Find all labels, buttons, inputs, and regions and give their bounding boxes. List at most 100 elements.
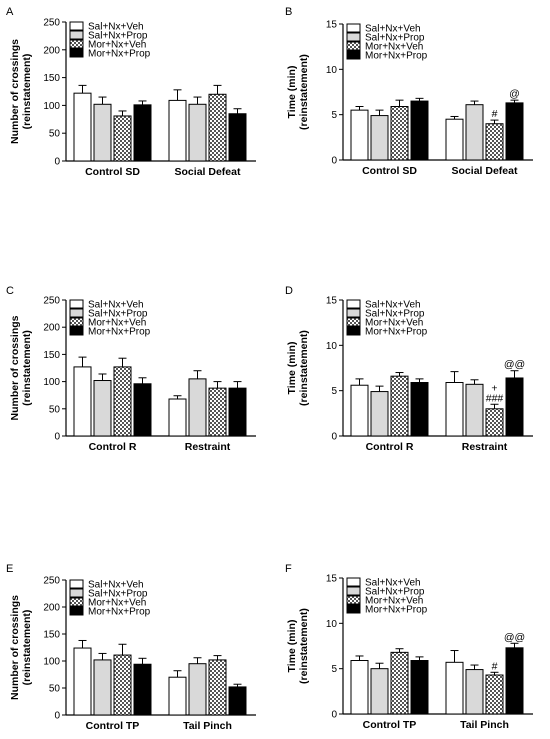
legend-swatch — [69, 299, 84, 309]
y-axis-title-line: (reinstatement) — [21, 610, 33, 686]
y-axis-title-line: Number of crossings — [9, 595, 21, 700]
y-tick-label: 100 — [43, 657, 60, 668]
bar — [410, 382, 429, 437]
y-axis-title: Number of crossings(reinstatement) — [9, 595, 33, 700]
chart-panel-e: E 0 50 100 150 200 250 Number of crossings(rein… — [6, 563, 256, 732]
bar — [73, 647, 92, 716]
legend-swatch — [69, 48, 84, 58]
y-tick-label: 10 — [326, 619, 338, 630]
y-axis-title-line: (reinstatement) — [298, 54, 310, 130]
y-tick-label: 250 — [43, 296, 60, 307]
x-category-label: Control SD — [362, 165, 417, 177]
significance-marker: # — [492, 660, 498, 672]
legend-swatch — [69, 39, 84, 49]
legend-label: Sal+Nx+Veh — [88, 22, 144, 33]
legend-label: Sal+Nx+Prop — [88, 589, 148, 600]
y-tick-label: 0 — [54, 157, 60, 168]
panel-label: A — [6, 6, 14, 18]
y-axis-title-line: Time (min) — [286, 620, 298, 673]
y-tick-label: 200 — [43, 603, 60, 614]
y-axis-title-line: Time (min) — [286, 66, 298, 119]
significance-marker: @@ — [504, 631, 525, 643]
legend-label: Mor+Nx+Veh — [365, 596, 423, 607]
legend-swatch — [346, 577, 361, 587]
legend-label: Sal+Nx+Veh — [365, 300, 421, 311]
y-tick-label: 0 — [331, 710, 337, 721]
y-tick-label: 100 — [43, 377, 60, 388]
y-tick-label: 0 — [331, 156, 337, 167]
legend-label: Mor+Nx+Veh — [88, 598, 146, 609]
legend-label: Sal+Nx+Veh — [365, 578, 421, 589]
legend-swatch — [69, 606, 84, 616]
x-category-label: Control TP — [86, 720, 140, 732]
x-category-label: Control TP — [363, 719, 417, 731]
bar — [445, 118, 464, 161]
y-tick-label: 150 — [43, 350, 60, 361]
y-tick-label: 150 — [43, 73, 60, 84]
legend-label: Mor+Nx+Prop — [365, 327, 428, 338]
bar — [208, 659, 227, 716]
bar — [73, 92, 92, 162]
legend-swatch — [346, 41, 361, 51]
legend-label: Sal+Nx+Prop — [88, 31, 148, 42]
legend-label: Sal+Nx+Veh — [365, 24, 421, 35]
y-axis-title: Time (min)(reinstatement) — [286, 608, 310, 684]
bar — [93, 380, 112, 437]
bar — [445, 661, 464, 715]
significance-marker: ### — [486, 392, 504, 404]
bar — [465, 104, 484, 161]
y-axis-title-line: Number of crossings — [9, 315, 21, 420]
bar — [228, 387, 247, 437]
y-tick-label: 200 — [43, 323, 60, 334]
legend-label: Mor+Nx+Prop — [365, 605, 428, 616]
bar — [465, 669, 484, 715]
y-tick-label: 0 — [54, 432, 60, 443]
legend-label: Mor+Nx+Prop — [365, 51, 428, 62]
legend-swatch — [69, 30, 84, 40]
bar — [485, 408, 504, 437]
legend-swatch — [346, 317, 361, 327]
legend-swatch — [69, 308, 84, 318]
bar — [133, 383, 152, 437]
x-category-label: Control R — [366, 441, 414, 453]
bar — [133, 663, 152, 716]
legend-label: Mor+Nx+Veh — [365, 318, 423, 329]
bar — [188, 663, 207, 716]
bar — [505, 377, 524, 437]
panel-label: F — [285, 563, 292, 575]
legend-swatch — [69, 317, 84, 327]
bar — [410, 100, 429, 161]
y-axis-title: Number of crossings(reinstatement) — [9, 39, 33, 144]
bar — [350, 660, 369, 715]
y-axis-title-line: (reinstatement) — [21, 330, 33, 406]
bar — [93, 103, 112, 162]
bar — [390, 375, 409, 437]
panel-label: C — [6, 285, 14, 297]
bar — [370, 391, 389, 437]
y-tick-label: 100 — [43, 101, 60, 112]
legend-swatch — [69, 597, 84, 607]
bar — [188, 378, 207, 437]
y-tick-label: 0 — [54, 711, 60, 722]
significance-marker: @ — [509, 88, 520, 100]
y-tick-label: 250 — [43, 576, 60, 587]
bar — [228, 113, 247, 162]
y-tick-label: 5 — [331, 386, 337, 397]
y-axis-title: Time (min)(reinstatement) — [286, 330, 310, 406]
legend-swatch — [346, 50, 361, 60]
x-category-label: Tail Pinch — [183, 720, 232, 732]
y-tick-label: 150 — [43, 630, 60, 641]
panel-label: B — [285, 6, 292, 18]
legend-label: Mor+Nx+Prop — [88, 327, 151, 338]
bar — [168, 99, 187, 162]
legend-label: Sal+Nx+Veh — [88, 300, 144, 311]
y-tick-label: 50 — [49, 129, 61, 140]
legend-label: Mor+Nx+Veh — [365, 42, 423, 53]
bar — [208, 93, 227, 162]
significance-marker: + — [491, 382, 497, 394]
bar — [168, 676, 187, 716]
legend-swatch — [346, 595, 361, 605]
x-category-label: Restraint — [185, 441, 231, 453]
bar — [485, 123, 504, 161]
y-tick-label: 50 — [49, 684, 61, 695]
